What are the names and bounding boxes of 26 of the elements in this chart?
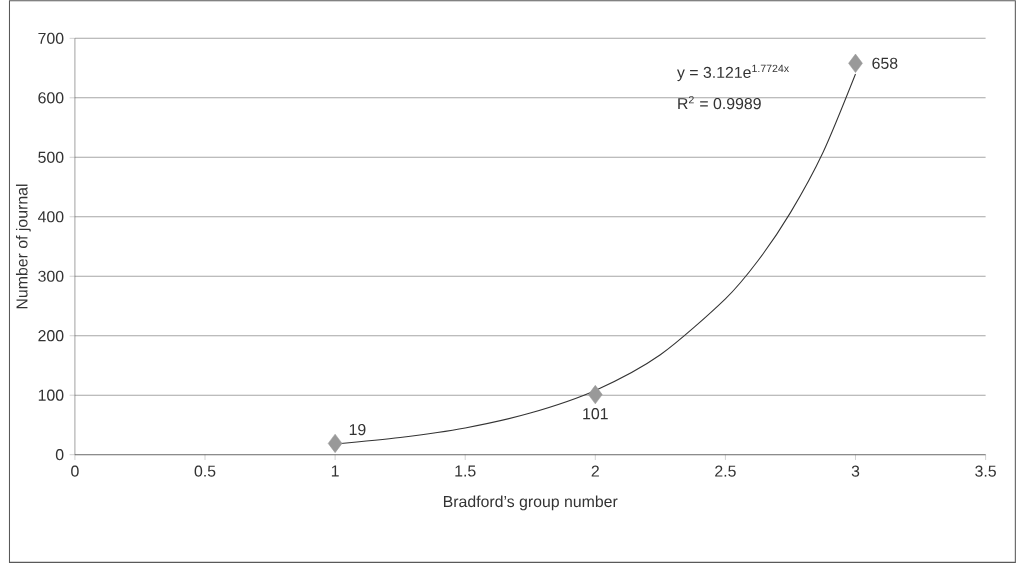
x-tick-label: 0 [71, 465, 79, 477]
x-tick-label: 2 [591, 465, 599, 477]
point [588, 385, 603, 405]
y-tick-label: 700 [38, 32, 64, 44]
x-axis-title: Bradford’s group number [443, 495, 618, 511]
y-tick-label: 100 [38, 389, 64, 401]
x-tick-label: 1.5 [455, 465, 476, 477]
data-label: 19 [349, 423, 366, 436]
annotation: y = 3.121e$^{1.7724x}$ [677, 64, 789, 82]
x-tick-label: 0.5 [194, 465, 216, 477]
y-tick-label: 300 [38, 270, 64, 282]
point [327, 433, 343, 453]
y-tick-label: 600 [38, 92, 64, 104]
y-tick-label: 400 [37, 211, 64, 223]
x-tick-label: 1 [331, 465, 339, 477]
point [848, 53, 863, 73]
annotation: R$^{2}$ = 0.9989 [678, 95, 761, 110]
y-tick-label: 200 [38, 330, 64, 342]
data-label: 658 [872, 57, 898, 69]
y-tick-label: 500 [38, 151, 64, 163]
x-tick-label: 2.5 [715, 465, 736, 477]
x-tick-label: 3.5 [975, 465, 996, 477]
x-tick-label: 3 [851, 465, 860, 477]
y-axis-title: Number of journal [15, 184, 31, 309]
y-tick-label: 0 [55, 449, 64, 461]
data-label: 101 [583, 408, 608, 420]
